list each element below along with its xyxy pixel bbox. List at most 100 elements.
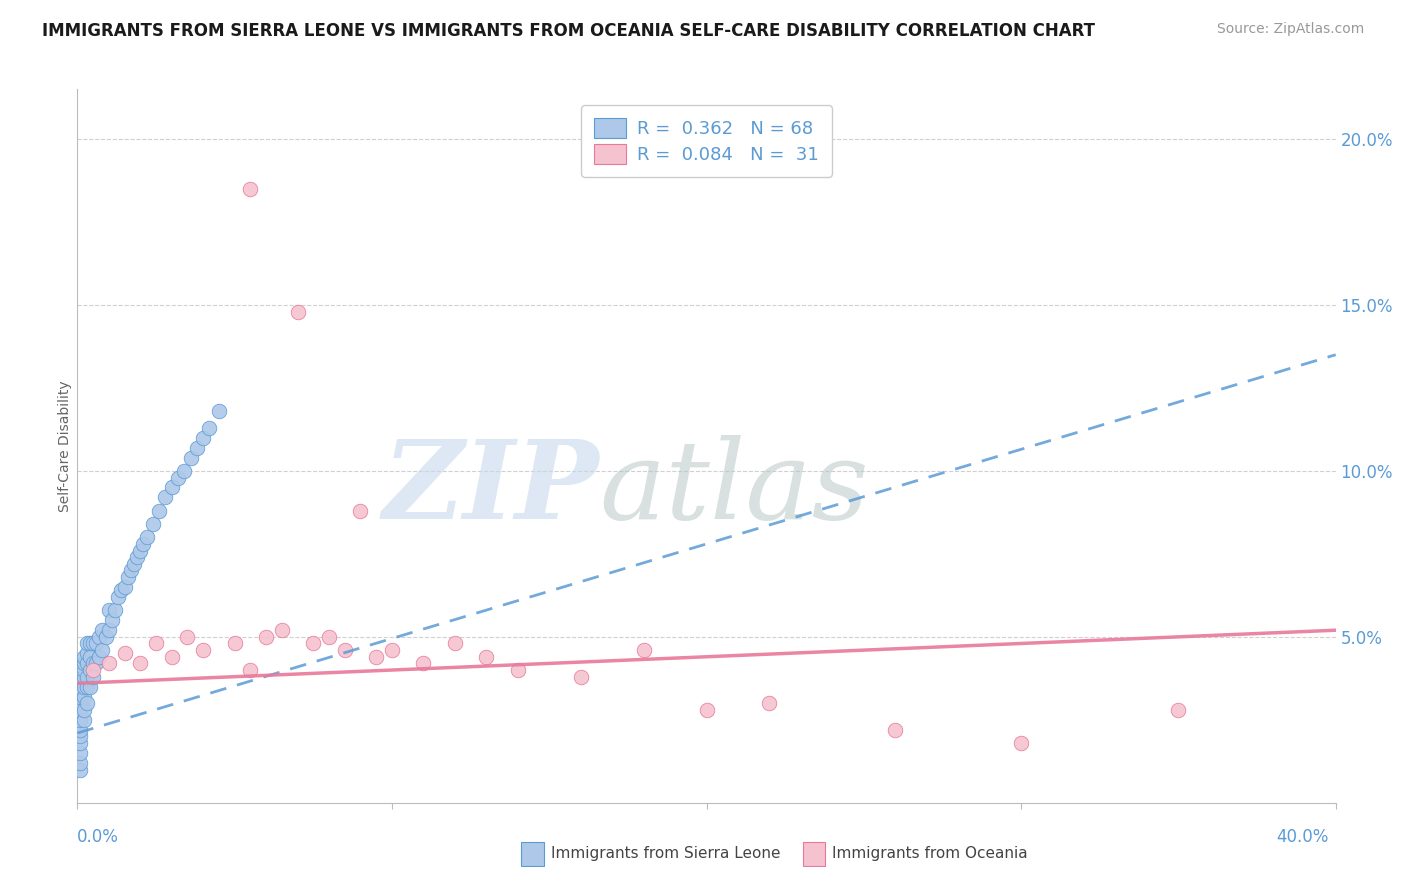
Point	[444, 636, 467, 650]
Point	[69, 673, 91, 687]
Point	[127, 550, 149, 565]
Point	[72, 663, 94, 677]
Point	[117, 570, 139, 584]
Text: Source: ZipAtlas.com: Source: ZipAtlas.com	[1216, 22, 1364, 37]
Point	[120, 564, 142, 578]
Point	[76, 657, 98, 671]
Point	[381, 643, 404, 657]
Point	[69, 756, 91, 770]
Point	[76, 680, 98, 694]
Text: Immigrants from Oceania: Immigrants from Oceania	[832, 847, 1028, 861]
Point	[72, 670, 94, 684]
Point	[114, 580, 136, 594]
Point	[97, 603, 120, 617]
Point	[239, 663, 262, 677]
Point	[145, 636, 167, 650]
Point	[254, 630, 277, 644]
Point	[69, 670, 91, 684]
Text: 40.0%: 40.0%	[1277, 828, 1329, 846]
Point	[76, 696, 98, 710]
Point	[1010, 736, 1032, 750]
Point	[135, 530, 157, 544]
Point	[69, 736, 91, 750]
Point	[287, 304, 309, 318]
Point	[89, 649, 111, 664]
Point	[160, 649, 183, 664]
Point	[155, 491, 177, 505]
Point	[318, 630, 340, 644]
Point	[107, 590, 129, 604]
Y-axis label: Self-Care Disability: Self-Care Disability	[58, 380, 72, 512]
Point	[142, 516, 165, 531]
Point	[349, 504, 371, 518]
Point	[191, 643, 215, 657]
Point	[101, 613, 124, 627]
Point	[72, 690, 94, 704]
Point	[333, 643, 356, 657]
Point	[186, 441, 208, 455]
Point	[475, 649, 498, 664]
Point	[69, 713, 91, 727]
Point	[696, 703, 718, 717]
Point	[160, 481, 183, 495]
Point	[148, 504, 170, 518]
Point	[82, 636, 104, 650]
Text: IMMIGRANTS FROM SIERRA LEONE VS IMMIGRANTS FROM OCEANIA SELF-CARE DISABILITY COR: IMMIGRANTS FROM SIERRA LEONE VS IMMIGRAN…	[42, 22, 1095, 40]
Point	[224, 636, 246, 650]
Point	[69, 663, 91, 677]
Legend: R =  0.362   N = 68, R =  0.084   N =  31: R = 0.362 N = 68, R = 0.084 N = 31	[581, 105, 832, 177]
Point	[69, 763, 91, 777]
Point	[79, 663, 101, 677]
Point	[167, 470, 190, 484]
Point	[69, 696, 91, 710]
Point	[72, 713, 94, 727]
Point	[72, 649, 94, 664]
Point	[69, 690, 91, 704]
Point	[239, 182, 262, 196]
Point	[72, 703, 94, 717]
Point	[79, 649, 101, 664]
Point	[104, 603, 127, 617]
Point	[72, 657, 94, 671]
Point	[82, 663, 104, 677]
Point	[366, 649, 388, 664]
Point	[114, 647, 136, 661]
Point	[129, 657, 152, 671]
Point	[569, 670, 592, 684]
Point	[132, 537, 155, 551]
Point	[82, 657, 104, 671]
Point	[97, 624, 120, 638]
Point	[1167, 703, 1189, 717]
Text: Immigrants from Sierra Leone: Immigrants from Sierra Leone	[551, 847, 780, 861]
Point	[69, 703, 91, 717]
Point	[122, 557, 145, 571]
Point	[506, 663, 529, 677]
Point	[180, 450, 202, 465]
Point	[76, 636, 98, 650]
Point	[91, 643, 114, 657]
Point	[884, 723, 907, 737]
Point	[198, 421, 221, 435]
Point	[69, 723, 91, 737]
Point	[79, 680, 101, 694]
Point	[82, 670, 104, 684]
Point	[270, 624, 292, 638]
Point	[208, 404, 231, 418]
Point	[97, 657, 120, 671]
Point	[191, 431, 215, 445]
Point	[173, 464, 195, 478]
Point	[69, 680, 91, 694]
Point	[633, 643, 655, 657]
Point	[76, 647, 98, 661]
Point	[94, 630, 117, 644]
Point	[69, 686, 91, 700]
Point	[412, 657, 434, 671]
Point	[76, 670, 98, 684]
Point	[176, 630, 198, 644]
Text: ZIP: ZIP	[382, 435, 599, 542]
Point	[91, 624, 114, 638]
Point	[110, 583, 132, 598]
Point	[69, 746, 91, 760]
Text: atlas: atlas	[599, 435, 869, 542]
Point	[84, 636, 107, 650]
